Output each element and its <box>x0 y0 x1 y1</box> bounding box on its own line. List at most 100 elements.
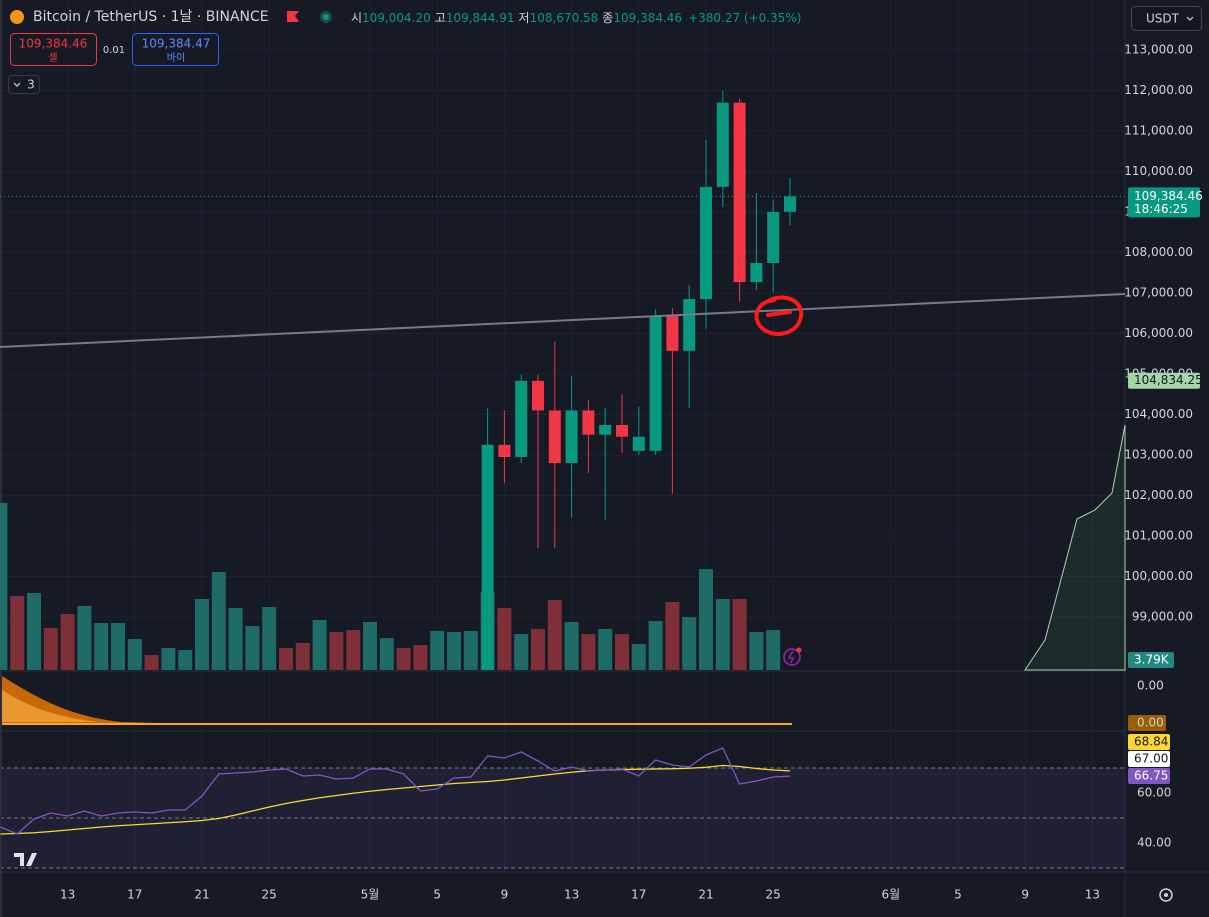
x-tick-label: 25 <box>766 888 781 902</box>
flag-icon[interactable] <box>287 11 299 22</box>
buy-price: 109,384.47 <box>142 37 211 51</box>
volume-bar <box>77 605 92 670</box>
x-tick-label: 5월 <box>361 888 380 902</box>
currency-label: USDT <box>1146 12 1180 26</box>
open-label: 시 <box>351 11 362 25</box>
y-tick-label: 110,000.00 <box>1124 164 1193 178</box>
x-tick-label: 13 <box>564 888 579 902</box>
volume-bar <box>463 630 478 670</box>
x-tick-label: 17 <box>631 888 646 902</box>
settings-icon <box>1164 893 1168 897</box>
osc-tick-label: 0.00 <box>1137 679 1164 693</box>
volume-bar <box>228 607 243 670</box>
x-tick-label: 21 <box>194 888 209 902</box>
rsi-ma-line <box>0 764 791 835</box>
volume-bar <box>699 569 713 670</box>
high-label: 고 <box>435 11 446 25</box>
x-tick-label: 5 <box>954 888 962 902</box>
volume-bar <box>715 598 730 670</box>
volume-bar <box>547 599 562 670</box>
rsi-tag-label: 66.75 <box>1134 769 1168 783</box>
volume-bar <box>27 592 41 670</box>
x-tick-label: 6월 <box>881 888 900 902</box>
volume-bar <box>396 647 411 670</box>
volume-bar <box>43 628 58 670</box>
candle-body <box>599 425 612 435</box>
volume-bar <box>682 617 697 670</box>
volume-bar <box>144 655 159 670</box>
logo[interactable] <box>14 853 37 866</box>
candle-body <box>498 444 511 457</box>
last-price-label: 109,384.46 <box>1134 189 1203 203</box>
left-border <box>0 0 2 917</box>
spread: 0.01 <box>103 45 125 56</box>
marker-label: 104,834.25 <box>1134 373 1203 387</box>
x-tick-label: 25 <box>262 888 277 902</box>
rsi-tag <box>1128 734 1170 750</box>
close-label: 종 <box>602 11 613 25</box>
candle-body <box>548 410 561 464</box>
volume-bar <box>631 644 646 670</box>
volume-bar <box>531 628 545 670</box>
volume-bar <box>514 634 529 670</box>
y-tick-label: 104,000.00 <box>1124 407 1193 421</box>
y-tick-label: 101,000.00 <box>1124 528 1193 542</box>
volume-bar <box>598 628 613 670</box>
volume-bar <box>245 626 260 670</box>
coin-icon <box>10 10 24 24</box>
x-tick-label: 9 <box>1021 888 1029 902</box>
currency-dropdown[interactable] <box>1131 6 1202 31</box>
low-value: 108,670.58 <box>530 11 599 25</box>
candle-body <box>565 410 578 464</box>
candle-body <box>616 425 628 437</box>
y-tick-label: 102,000.00 <box>1124 488 1193 502</box>
indicators-toggle[interactable] <box>8 75 40 94</box>
volume-tag <box>1128 652 1174 668</box>
status-icon <box>323 14 329 20</box>
change-value: +380.27 (+0.35%) <box>688 11 801 25</box>
volume-bar <box>211 571 226 670</box>
volume-bar <box>0 502 8 670</box>
ohlc-legend: 시109,004.20 고109,844.91 저108,670.58 종109,38… <box>351 11 801 25</box>
candle-body <box>632 436 645 451</box>
volume-bar <box>648 621 663 670</box>
rsi-tick-label: 40.00 <box>1137 836 1171 850</box>
candle-body <box>683 299 696 351</box>
candle-body <box>750 263 763 283</box>
buy-label: 바이 <box>167 52 185 64</box>
countdown-label: 18:46:25 <box>1134 202 1188 216</box>
x-tick-label: 9 <box>501 888 509 902</box>
volume-bar <box>10 596 25 670</box>
volume-bar <box>262 607 277 670</box>
alert-icon <box>787 650 794 664</box>
x-tick-label: 13 <box>1085 888 1100 902</box>
marker-tag <box>1128 372 1200 389</box>
osc-tag <box>1128 715 1166 731</box>
y-tick-label: 108,000.00 <box>1124 245 1193 259</box>
y-tick-label: 103,000.00 <box>1124 447 1193 461</box>
rsi-line <box>0 747 791 835</box>
y-tick-label: 113,000.00 <box>1124 43 1193 57</box>
candle-body <box>532 380 544 411</box>
candle-body <box>666 316 679 351</box>
volume-bar <box>94 623 109 670</box>
symbol-title[interactable]: Bitcoin / TetherUS · 1날 · BINANCE <box>33 9 269 25</box>
candle-body <box>515 380 528 457</box>
buy-button[interactable] <box>132 33 219 66</box>
indicators-count: 3 <box>27 78 35 92</box>
volume-bar <box>732 598 747 670</box>
volume-bar <box>111 623 125 670</box>
alert-icon[interactable] <box>783 648 801 666</box>
sell-button[interactable] <box>10 33 97 66</box>
volume-bar <box>497 607 512 670</box>
last-price-tag <box>1128 187 1200 218</box>
candle-body <box>716 102 729 187</box>
settings-icon[interactable] <box>1159 888 1173 902</box>
candle-body <box>733 102 746 283</box>
oscillator-area <box>2 690 100 722</box>
chevron <box>1186 16 1194 21</box>
indicator-area <box>1024 424 1126 671</box>
volume-tag-label: 3.79K <box>1134 653 1170 667</box>
volume-bar <box>279 647 293 670</box>
